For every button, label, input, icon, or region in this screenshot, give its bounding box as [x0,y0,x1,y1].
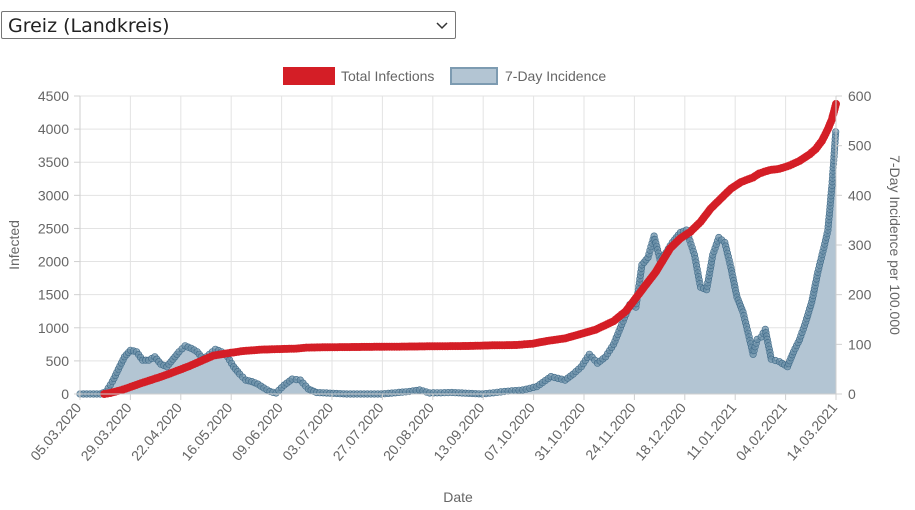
y-left-tick-label: 1500 [38,287,69,303]
y-right-tick-label: 100 [848,336,872,352]
y-left-tick-label: 2500 [38,220,69,236]
x-tick-label: 04.02.2021 [733,399,790,463]
y-axis-left-title: Infected [6,220,22,270]
y-right-tick-label: 600 [848,88,872,104]
chevron-down-icon [436,22,448,30]
legend-swatch-incidence[interactable] [450,67,498,85]
x-tick-label: 16.05.2020 [178,399,235,463]
y-left-tick-label: 0 [61,386,69,402]
legend: Total Infections 7-Day Incidence [283,67,606,85]
x-tick-label: 27.07.2020 [329,399,386,463]
x-axis-title: Date [443,489,473,505]
y-axis-right-title: 7-Day Incidence per 100.000 [887,155,903,335]
x-tick-label: 03.07.2020 [279,399,336,463]
y-left-tick-label: 4500 [38,88,69,104]
infections-series [100,99,840,398]
y-left-tick-label: 2000 [38,254,69,270]
y-right-tick-label: 0 [848,386,856,402]
y-right-tick-label: 400 [848,187,872,203]
axes: 0 500 1000 1500 2000 2500 3000 3500 4000 4500 0 100… [27,88,872,464]
region-select-value: Greiz (Landkreis) [8,15,170,37]
x-tick-label: 18.12.2020 [632,399,689,463]
legend-label-incidence[interactable]: 7-Day Incidence [505,68,606,84]
x-tick-label: 24.11.2020 [582,399,639,462]
x-tick-label: 29.03.2020 [77,399,134,463]
x-tick-label: 14.03.2021 [783,399,840,463]
legend-label-infections[interactable]: Total Infections [341,68,434,84]
y-right-tick-label: 500 [848,138,872,154]
y-right-tick-label: 200 [848,287,872,303]
x-tick-label: 13.09.2020 [430,399,487,463]
x-tick-label: 11.01.2021 [683,399,740,462]
x-tick-label: 22.04.2020 [128,399,185,463]
y-left-tick-label: 4000 [38,121,69,137]
region-select[interactable]: Greiz (Landkreis) [1,11,456,39]
x-tick-label: 31.10.2020 [531,399,588,463]
legend-swatch-infections[interactable] [283,67,335,85]
incidence-series [76,128,840,398]
x-tick-label: 05.03.2020 [27,399,84,463]
y-left-tick-label: 3000 [38,187,69,203]
x-tick-label: 09.06.2020 [229,399,286,463]
y-left-tick-label: 500 [46,353,70,369]
y-right-tick-label: 300 [848,237,872,253]
y-left-tick-label: 1000 [38,320,69,336]
x-tick-label: 20.08.2020 [380,399,437,463]
incidence-area [80,128,836,395]
x-tick-label: 07.10.2020 [481,399,538,463]
y-left-tick-label: 3500 [38,154,69,170]
